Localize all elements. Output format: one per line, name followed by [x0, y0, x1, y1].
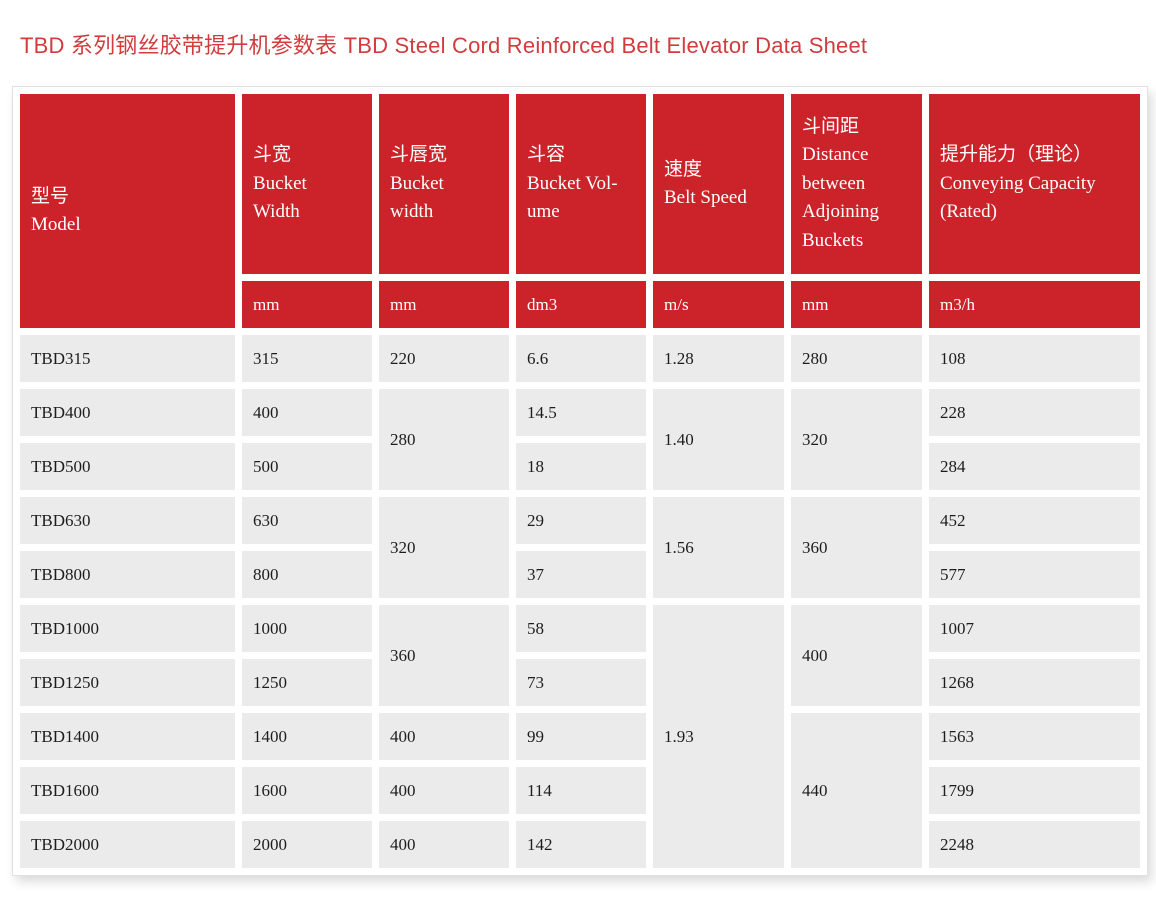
- cell-tbd1400-capacity: 1563: [929, 713, 1140, 760]
- table-row-tbd1400: TBD1400 1400 400 99 440 1563: [20, 713, 1140, 868]
- cell-tbd1000-belt-speed: 1.93: [653, 605, 784, 868]
- header-unit-row: mm mm dm3 m/s mm m3/h: [20, 281, 1140, 328]
- cell-tbd500-bucket-volume: 18: [516, 443, 646, 490]
- column-header-bucket-distance: 斗间距 Distance between Adjoining Buckets: [791, 94, 922, 274]
- cell-tbd2000-bucket-width: 2000: [242, 821, 372, 868]
- cell-tbd2000-capacity: 2248: [929, 821, 1140, 868]
- cell-tbd400-bucket-volume: 14.5: [516, 389, 646, 436]
- cell-tbd1600-bucket-lip-width: 400: [379, 767, 509, 814]
- table-row-tbd1600: TBD1600 1600 400 114 1799: [20, 767, 1140, 814]
- cell-tbd1000-bucket-width: 1000: [242, 605, 372, 652]
- cell-tbd1400-bucket-lip-width: 400: [379, 713, 509, 760]
- cell-tbd630-bucket-volume: 29: [516, 497, 646, 544]
- cell-tbd1250-bucket-volume: 73: [516, 659, 646, 706]
- cell-tbd315-bucket-volume: 6.6: [516, 335, 646, 382]
- header-label-row: 型号 Model 斗宽 Bucket Width 斗唇宽 Bucket width 斗…: [20, 94, 1140, 328]
- unit-capacity: m3/h: [929, 281, 1140, 328]
- column-header-bucket-lip-width: 斗唇宽 Bucket width: [379, 94, 509, 274]
- unit-bucket-width: mm: [242, 281, 372, 328]
- cell-tbd315-capacity: 108: [929, 335, 1140, 382]
- model-cell-tbd400: TBD400: [20, 389, 235, 436]
- table-row-tbd315: TBD315 315 220 6.6 1.28 280 108: [20, 335, 1140, 382]
- cell-tbd315-bucket-distance: 280: [791, 335, 922, 382]
- page-title: TBD 系列钢丝胶带提升机参数表 TBD Steel Cord Reinforc…: [20, 33, 868, 58]
- unit-bucket-distance: mm: [791, 281, 922, 328]
- table-row-tbd1250: TBD1250 1250 73 1268: [20, 659, 1140, 706]
- cell-tbd315-belt-speed: 1.28: [653, 335, 784, 382]
- model-cell-tbd630: TBD630: [20, 497, 235, 544]
- cell-tbd800-capacity: 577: [929, 551, 1140, 598]
- page: TBD 系列钢丝胶带提升机参数表 TBD Steel Cord Reinforc…: [12, 33, 1148, 876]
- table-row-tbd800: TBD800 800 37 577: [20, 551, 1140, 598]
- cell-tbd800-bucket-width: 800: [242, 551, 372, 598]
- cell-tbd630-bucket-distance: 360: [791, 497, 922, 598]
- cell-tbd1600-capacity: 1799: [929, 767, 1140, 814]
- cell-tbd1250-bucket-width: 1250: [242, 659, 372, 706]
- cell-tbd2000-bucket-lip-width: 400: [379, 821, 509, 868]
- table-body: TBD315 315 220 6.6 1.28 280 108 TBD400 400 280 14.…: [20, 335, 1140, 868]
- cell-tbd630-belt-speed: 1.56: [653, 497, 784, 598]
- table-row-tbd400: TBD400 400 280 14.5 1.40 320 228: [20, 389, 1140, 490]
- cell-tbd400-bucket-lip-width: 280: [379, 389, 509, 490]
- cell-tbd800-bucket-volume: 37: [516, 551, 646, 598]
- cell-tbd2000-bucket-volume: 142: [516, 821, 646, 868]
- cell-tbd1000-capacity: 1007: [929, 605, 1140, 652]
- cell-tbd400-belt-speed: 1.40: [653, 389, 784, 490]
- table-row-tbd2000: TBD2000 2000 400 142 2248: [20, 821, 1140, 868]
- cell-tbd1600-bucket-width: 1600: [242, 767, 372, 814]
- cell-tbd1400-bucket-distance: 440: [791, 713, 922, 868]
- cell-tbd1000-bucket-lip-width: 360: [379, 605, 509, 706]
- model-cell-tbd800: TBD800: [20, 551, 235, 598]
- cell-tbd630-capacity: 452: [929, 497, 1140, 544]
- cell-tbd500-capacity: 284: [929, 443, 1140, 490]
- cell-tbd400-capacity: 228: [929, 389, 1140, 436]
- model-cell-tbd500: TBD500: [20, 443, 235, 490]
- unit-belt-speed: m/s: [653, 281, 784, 328]
- cell-tbd630-bucket-lip-width: 320: [379, 497, 509, 598]
- cell-tbd315-bucket-lip-width: 220: [379, 335, 509, 382]
- table-row-tbd1000: TBD1000 1000 360 58 1.93 400 1007: [20, 605, 1140, 868]
- cell-tbd1000-bucket-distance: 400: [791, 605, 922, 706]
- elevator-data-table: 型号 Model 斗宽 Bucket Width 斗唇宽 Bucket width 斗…: [12, 86, 1148, 876]
- model-cell-tbd1600: TBD1600: [20, 767, 235, 814]
- column-header-belt-speed: 速度 Belt Speed: [653, 94, 784, 274]
- cell-tbd400-bucket-distance: 320: [791, 389, 922, 490]
- cell-tbd1600-bucket-volume: 114: [516, 767, 646, 814]
- column-header-bucket-width: 斗宽 Bucket Width: [242, 94, 372, 274]
- column-header-model: 型号 Model: [20, 94, 235, 328]
- cell-tbd1000-bucket-volume: 58: [516, 605, 646, 652]
- column-header-bucket-volume: 斗容 Bucket Vol- ume: [516, 94, 646, 274]
- model-cell-tbd1000: TBD1000: [20, 605, 235, 652]
- cell-tbd500-bucket-width: 500: [242, 443, 372, 490]
- cell-tbd1400-bucket-volume: 99: [516, 713, 646, 760]
- cell-tbd1400-bucket-width: 1400: [242, 713, 372, 760]
- cell-tbd315-bucket-width: 315: [242, 335, 372, 382]
- table-header: 型号 Model 斗宽 Bucket Width 斗唇宽 Bucket width 斗…: [20, 94, 1140, 328]
- cell-tbd400-bucket-width: 400: [242, 389, 372, 436]
- model-cell-tbd1250: TBD1250: [20, 659, 235, 706]
- model-cell-tbd1400: TBD1400: [20, 713, 235, 760]
- table-row-tbd500: TBD500 500 18 284: [20, 443, 1140, 490]
- cell-tbd630-bucket-width: 630: [242, 497, 372, 544]
- model-cell-tbd315: TBD315: [20, 335, 235, 382]
- cell-tbd1250-capacity: 1268: [929, 659, 1140, 706]
- model-cell-tbd2000: TBD2000: [20, 821, 235, 868]
- column-header-capacity: 提升能力（理论） Conveying Capacity (Rated): [929, 94, 1140, 274]
- unit-bucket-volume: dm3: [516, 281, 646, 328]
- unit-bucket-lip-width: mm: [379, 281, 509, 328]
- table-row-tbd630: TBD630 630 320 29 1.56 360 452: [20, 497, 1140, 598]
